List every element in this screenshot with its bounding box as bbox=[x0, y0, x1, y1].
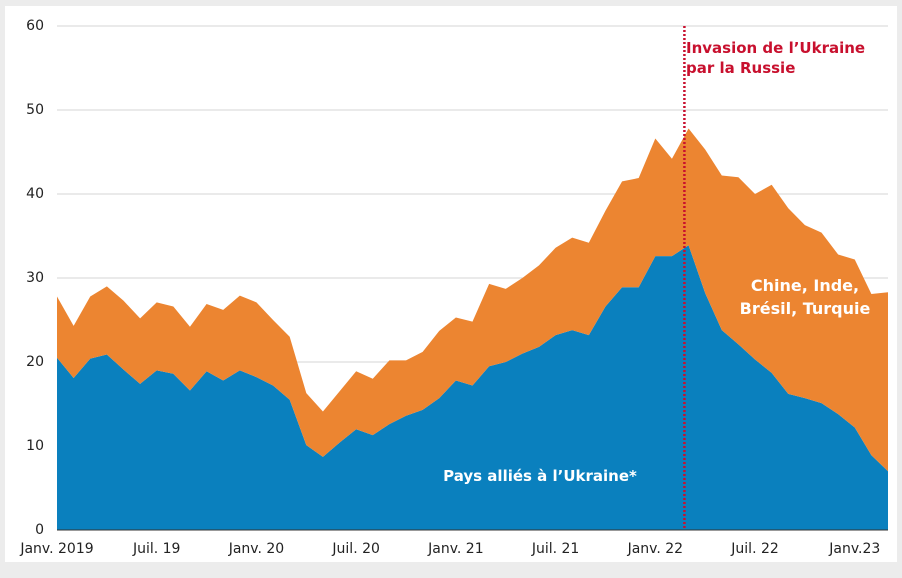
x-tick-label: Janv. 2019 bbox=[19, 541, 93, 557]
y-tick-label: 30 bbox=[26, 270, 44, 286]
x-tick-label: Juil. 20 bbox=[331, 541, 380, 557]
y-tick-label: 20 bbox=[26, 354, 44, 370]
x-tick-label: Juil. 19 bbox=[132, 541, 181, 557]
x-tick-label: Janv. 20 bbox=[228, 541, 285, 557]
y-tick-label: 10 bbox=[26, 438, 44, 454]
x-tick-label: Janv.23 bbox=[828, 541, 880, 557]
series-label: Pays alliés à l’Ukraine* bbox=[443, 467, 637, 485]
x-tick-label: Janv. 21 bbox=[427, 541, 484, 557]
y-tick-label: 40 bbox=[26, 186, 44, 202]
area bbox=[57, 128, 888, 472]
x-tick-label: Juil. 22 bbox=[730, 541, 779, 557]
series-label: Chine, Inde, Brésil, Turquie bbox=[739, 276, 871, 318]
y-tick-label: 0 bbox=[35, 522, 44, 538]
y-tick-label: 60 bbox=[26, 18, 44, 34]
x-tick-label: Juil. 21 bbox=[531, 541, 580, 557]
y-tick-label: 50 bbox=[26, 102, 44, 118]
area bbox=[57, 245, 888, 531]
annotation: Invasion de l’Ukraine par la Russie bbox=[686, 39, 866, 77]
x-tick-label: Janv. 22 bbox=[627, 541, 684, 557]
